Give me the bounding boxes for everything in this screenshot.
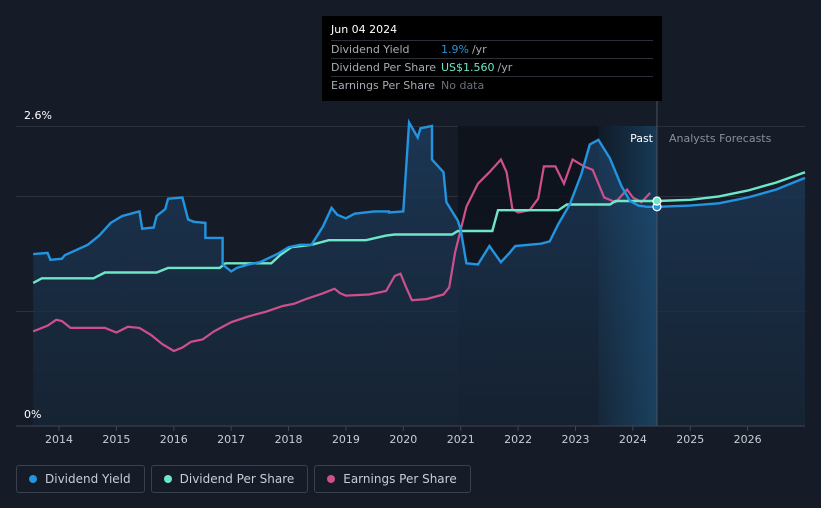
forecast-label: Analysts Forecasts bbox=[669, 132, 772, 145]
tooltip-value: No data bbox=[441, 79, 485, 92]
tooltip-label: Dividend Yield bbox=[331, 43, 410, 56]
last-year-shade bbox=[598, 126, 657, 426]
x-axis-ticks: 2014 2015 2016 2017 2018 2019 2020 2021 2022 2023… bbox=[45, 426, 762, 446]
tooltip-value: US$1.560 bbox=[441, 61, 495, 74]
tooltip-label: Earnings Per Share bbox=[331, 79, 436, 92]
tooltip-date: Jun 04 2024 bbox=[331, 23, 398, 36]
x-tick-label: 2017 bbox=[217, 433, 245, 446]
tooltip-value: 1.9% bbox=[441, 43, 469, 56]
tooltip-unit: /yr bbox=[497, 61, 513, 74]
past-label: Past bbox=[630, 132, 654, 145]
x-tick-label: 2025 bbox=[676, 433, 704, 446]
tooltip-row-dividend-per-share: Dividend Per Share US$1.560 /yr bbox=[331, 58, 653, 76]
x-tick-label: 2019 bbox=[332, 433, 360, 446]
dividend-per-share-line bbox=[32, 171, 806, 284]
tooltip-row-dividend-yield: Dividend Yield 1.9% /yr bbox=[331, 40, 653, 58]
legend-label: Dividend Yield bbox=[45, 472, 131, 486]
legend-item-earnings-per-share[interactable]: Earnings Per Share bbox=[314, 465, 471, 493]
marker-dividend-per-share bbox=[652, 196, 662, 206]
x-tick-label: 2024 bbox=[619, 433, 647, 446]
legend-item-dividend-yield[interactable]: Dividend Yield bbox=[16, 465, 145, 493]
legend-dot-icon bbox=[327, 475, 336, 483]
tooltip-unit: /yr bbox=[471, 43, 487, 56]
x-tick-label: 2018 bbox=[275, 433, 303, 446]
legend-label: Earnings Per Share bbox=[343, 472, 457, 486]
hover-tooltip: Jun 04 2024 Dividend Yield 1.9% /yr Divi… bbox=[322, 16, 662, 101]
x-tick-label: 2014 bbox=[45, 433, 73, 446]
x-tick-label: 2021 bbox=[447, 433, 475, 446]
dividend-yield-line bbox=[33, 118, 806, 273]
x-tick-label: 2020 bbox=[389, 433, 417, 446]
chart-legend: Dividend Yield Dividend Per Share Earnin… bbox=[16, 465, 471, 493]
x-tick-label: 2023 bbox=[561, 433, 589, 446]
legend-label: Dividend Per Share bbox=[179, 472, 295, 486]
earnings-per-share-line bbox=[32, 157, 651, 353]
tooltip-row-earnings-per-share: Earnings Per Share No data bbox=[331, 76, 653, 94]
dividend-yield-area bbox=[33, 122, 805, 426]
legend-dot-icon bbox=[29, 475, 37, 483]
x-tick-label: 2016 bbox=[160, 433, 188, 446]
legend-dot-icon bbox=[163, 475, 172, 483]
y-tick-label-max: 2.6% bbox=[24, 109, 52, 122]
x-tick-label: 2022 bbox=[504, 433, 532, 446]
legend-item-dividend-per-share[interactable]: Dividend Per Share bbox=[150, 465, 309, 493]
tooltip-label: Dividend Per Share bbox=[331, 61, 437, 74]
x-tick-label: 2015 bbox=[102, 433, 130, 446]
y-tick-label-zero: 0% bbox=[24, 408, 41, 421]
x-tick-label: 2026 bbox=[734, 433, 762, 446]
current-markers bbox=[652, 196, 662, 212]
